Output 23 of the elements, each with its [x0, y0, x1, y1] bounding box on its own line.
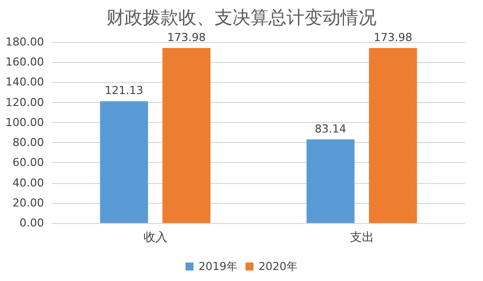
chart-title: 财政拨款收、支决算总计变动情况 [106, 8, 376, 28]
y-tick-label: 120.00 [6, 96, 44, 109]
x-tick-label: 支出 [350, 230, 374, 244]
y-tick-label: 60.00 [12, 156, 44, 170]
data-label: 83.14 [314, 122, 346, 136]
data-label: 173.98 [167, 31, 206, 44]
y-tick-label: 40.00 [12, 176, 44, 190]
y-tick-label: 140.00 [6, 76, 44, 89]
y-tick-label: 80.00 [12, 136, 44, 150]
y-tick-label: 160.00 [6, 56, 44, 69]
legend-label: 2019年 [198, 260, 238, 273]
bar [368, 48, 417, 223]
bar [162, 48, 210, 223]
y-tick-label: 180.00 [6, 36, 44, 48]
x-tick-label: 收入 [143, 230, 168, 244]
data-label: 121.13 [104, 84, 144, 98]
y-tick-label: 100.00 [6, 116, 44, 129]
legend-label: 2020年 [258, 260, 298, 273]
y-tick-label: 0.00 [20, 216, 44, 230]
bar [306, 139, 355, 223]
y-tick-label: 20.00 [12, 196, 44, 210]
data-label: 173.98 [374, 31, 412, 44]
bar [100, 101, 148, 223]
